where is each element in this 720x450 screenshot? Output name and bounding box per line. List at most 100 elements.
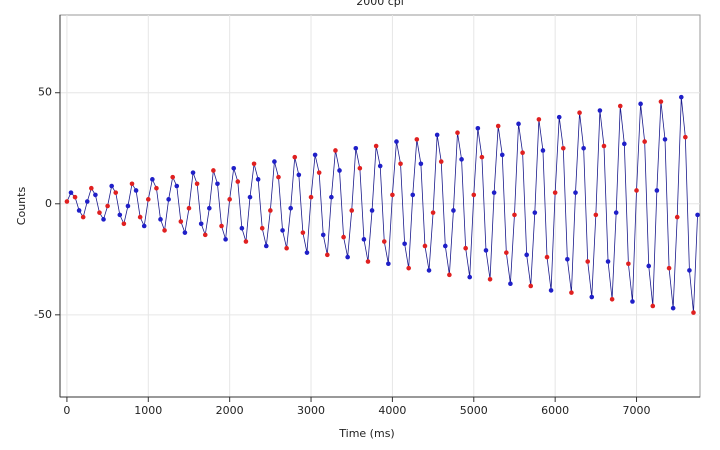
point	[654, 188, 660, 193]
point	[443, 243, 448, 249]
point	[695, 212, 700, 218]
point	[162, 228, 167, 233]
point	[292, 154, 298, 160]
point	[190, 170, 196, 175]
point	[613, 210, 619, 215]
point	[373, 143, 379, 149]
point	[459, 157, 464, 162]
point	[377, 163, 383, 169]
point	[194, 181, 200, 187]
point	[227, 197, 232, 202]
point	[430, 210, 436, 215]
point	[504, 250, 509, 255]
point	[312, 152, 318, 158]
point	[357, 165, 363, 171]
point	[410, 192, 416, 198]
point	[662, 137, 668, 142]
point	[650, 303, 656, 309]
point	[585, 259, 591, 264]
point	[259, 225, 265, 231]
point	[499, 152, 505, 158]
point	[467, 274, 473, 280]
point	[300, 230, 306, 235]
point	[483, 248, 489, 253]
point	[414, 137, 420, 142]
point	[386, 261, 391, 267]
point	[516, 121, 521, 127]
point	[239, 225, 245, 231]
point	[80, 214, 86, 220]
point	[491, 190, 497, 195]
point	[121, 221, 127, 227]
point	[174, 183, 180, 189]
chart-title: 2000 cpi	[356, 0, 404, 8]
point	[540, 148, 546, 153]
point	[626, 261, 631, 267]
point	[691, 310, 696, 315]
point	[646, 263, 652, 269]
point	[72, 194, 78, 200]
point	[552, 190, 558, 195]
point	[150, 177, 155, 182]
point	[231, 165, 237, 171]
point	[76, 208, 82, 213]
point	[288, 205, 293, 211]
point	[532, 210, 538, 215]
point	[263, 243, 269, 249]
point	[308, 194, 314, 200]
point	[495, 123, 501, 129]
point	[243, 239, 249, 244]
point	[109, 183, 114, 189]
point	[463, 245, 468, 251]
point	[202, 232, 208, 238]
point	[117, 212, 123, 218]
point	[455, 130, 460, 136]
point	[247, 194, 253, 200]
point	[475, 125, 481, 131]
point	[353, 145, 359, 151]
point	[402, 241, 407, 247]
point	[166, 197, 171, 202]
point	[251, 161, 257, 167]
point	[617, 103, 623, 109]
point	[601, 143, 607, 149]
point	[182, 230, 188, 235]
point	[369, 208, 375, 213]
point	[207, 205, 212, 211]
point	[219, 223, 224, 229]
x-tick-label: 1000	[134, 404, 162, 417]
point	[325, 252, 330, 258]
point	[129, 181, 135, 187]
point	[235, 179, 241, 184]
point	[556, 114, 562, 120]
point	[683, 134, 688, 140]
point	[68, 190, 74, 195]
point	[605, 259, 611, 264]
point	[304, 250, 310, 255]
point	[422, 243, 428, 249]
point	[284, 245, 289, 251]
point	[341, 234, 346, 240]
point	[333, 148, 338, 153]
point	[573, 190, 578, 195]
point	[158, 217, 163, 222]
point	[609, 296, 615, 302]
point	[345, 254, 350, 260]
x-tick-label: 7000	[623, 404, 651, 417]
point	[337, 168, 342, 173]
y-tick-label: 50	[38, 86, 52, 99]
point	[394, 139, 399, 144]
point	[630, 299, 635, 304]
point	[434, 132, 440, 138]
point	[593, 212, 599, 218]
point	[381, 239, 387, 244]
point	[97, 210, 102, 215]
point	[544, 254, 550, 260]
point	[471, 192, 477, 198]
point	[577, 110, 582, 116]
point	[536, 117, 542, 122]
point	[276, 174, 281, 180]
point	[642, 139, 647, 144]
point	[524, 252, 529, 258]
